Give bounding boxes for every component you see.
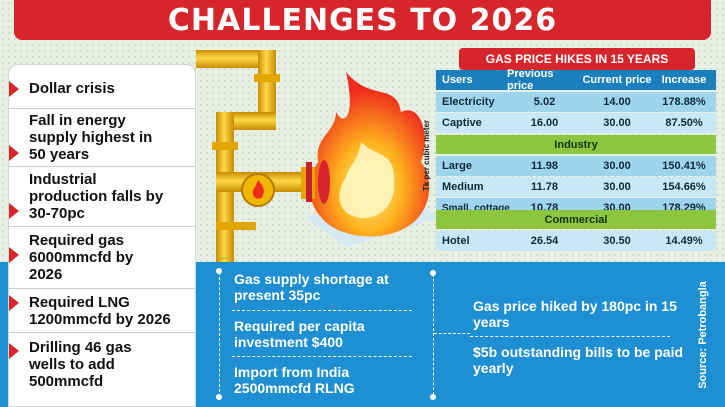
middle-fact: Gas supply shortage at present 35pc [234, 271, 389, 303]
left-fact-item: Fall in energy supply highest in 50 year… [9, 109, 195, 167]
table-row: Captive 16.00 30.00 87.50% [436, 113, 716, 133]
table-row: Large 11.98 30.00 150.41% [436, 156, 716, 176]
table-row: Electricity 5.02 14.00 178.88% [436, 92, 716, 112]
red-arrow-icon [9, 295, 19, 311]
left-fact-item: Required gas 6000mmcfd by 2026 [9, 227, 195, 289]
right-fact: Gas price hiked by 180pc in 15 years [473, 298, 677, 330]
dashed-divider [232, 356, 412, 357]
section-commercial: Commercial [436, 210, 716, 229]
unit-label: Tk per cubic meter [422, 119, 432, 191]
left-fact-item: Required LNG 1200mmcfd by 2026 [9, 289, 195, 333]
bullet-dot [430, 270, 436, 276]
table-header-row: Users Previous price Current price Incre… [436, 68, 716, 92]
left-fact-item: Drilling 46 gas wells to add 500mmcfd [9, 333, 195, 395]
page-title: CHALLENGES TO 2026 [167, 2, 558, 38]
right-fact: $5b outstanding bills to be paid yearly [473, 344, 684, 376]
left-fact-item: Dollar crisis [9, 69, 195, 109]
section-industry: Industry [436, 135, 716, 154]
title-banner: CHALLENGES TO 2026 [14, 0, 711, 40]
dashed-divider [470, 336, 670, 337]
red-arrow-icon [9, 343, 19, 359]
table-row: Medium 11.78 30.00 154.66% [436, 177, 716, 197]
red-arrow-icon [9, 203, 19, 219]
gas-pipe-flame-illustration [196, 50, 441, 262]
left-fact-item: Industrial production falls by 30-70pc [9, 167, 195, 227]
table-title: GAS PRICE HIKES IN 15 YEARS [459, 48, 695, 70]
source-credit: Source: Petrobangla [697, 281, 710, 389]
middle-fact: Required per capita investment $400 [234, 318, 365, 350]
dashed-divider [433, 274, 434, 395]
dashed-divider [232, 310, 412, 311]
bullet-dot [430, 394, 436, 400]
connector-line [434, 333, 470, 334]
red-arrow-icon [9, 145, 19, 161]
middle-fact: Import from India 2500mmcfd RLNG [234, 364, 355, 396]
dashed-divider [219, 272, 220, 397]
bullet-dot [216, 394, 222, 400]
red-arrow-icon [9, 247, 19, 263]
table-row: Hotel 26.54 30.50 14.49% [436, 231, 716, 251]
red-arrow-icon [9, 81, 19, 97]
bullet-dot [216, 268, 222, 274]
left-facts-panel: Dollar crisis Fall in energy supply high… [8, 64, 196, 407]
